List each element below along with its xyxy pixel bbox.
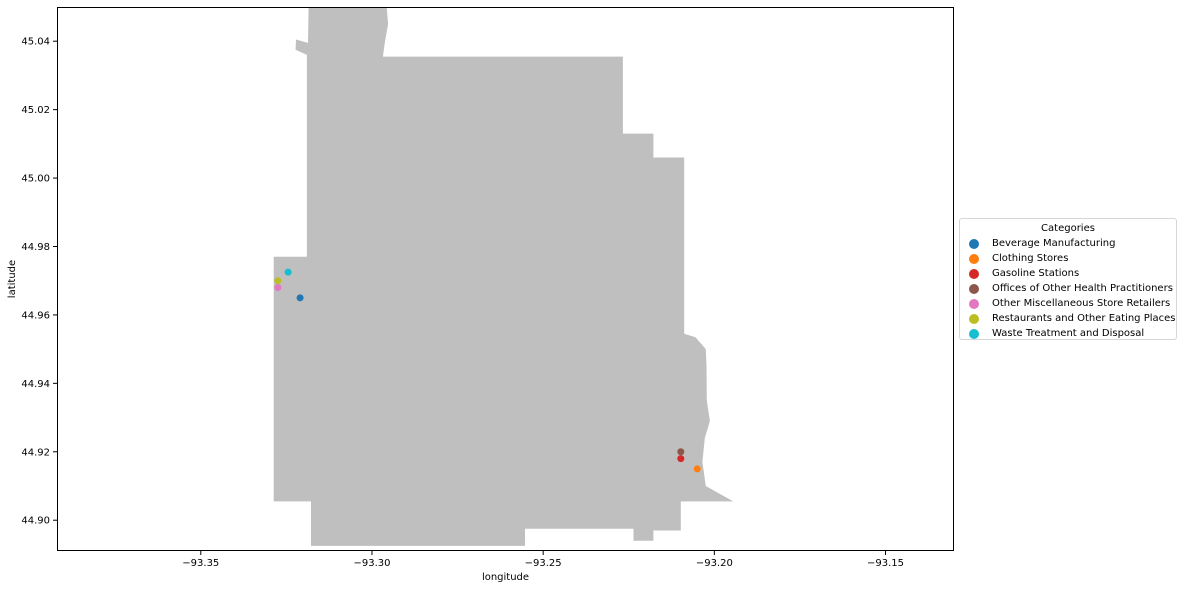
y-tick-label: 45.00 [21, 174, 50, 185]
x-tick-label: −93.30 [353, 558, 390, 569]
legend-items: Beverage Manufacturing Clothing Stores Gas… [960, 236, 1176, 341]
data-point [274, 284, 282, 292]
legend-marker-icon [969, 253, 979, 264]
legend-marker-icon [969, 268, 979, 279]
legend-entry: Gasoline Stations [969, 266, 1176, 281]
city-boundary-shape [273, 7, 734, 546]
city-boundary-layer [273, 7, 734, 546]
legend-label: Other Miscellaneous Store Retailers [992, 298, 1171, 309]
y-tick-label: 44.94 [21, 379, 50, 390]
legend-label: Waste Treatment and Disposal [992, 328, 1145, 339]
y-tick-label: 44.96 [21, 310, 50, 321]
legend-marker-icon [969, 298, 979, 309]
legend-label: Restaurants and Other Eating Places [992, 313, 1176, 324]
legend-entry: Restaurants and Other Eating Places [969, 311, 1176, 326]
business-points-layer [274, 268, 701, 473]
x-tick-label: −93.20 [696, 558, 733, 569]
data-point [677, 448, 685, 456]
legend-entry: Other Miscellaneous Store Retailers [969, 296, 1176, 311]
data-point [296, 294, 304, 302]
x-axis-label: longitude [482, 572, 529, 583]
legend-label: Gasoline Stations [992, 268, 1080, 279]
y-tick-label: 44.90 [21, 516, 50, 527]
x-tick-label: −93.25 [525, 558, 562, 569]
y-tick-label: 44.98 [21, 242, 50, 253]
data-point [274, 277, 282, 285]
x-tick-label: −93.35 [182, 558, 219, 569]
legend-entry: Offices of Other Health Practitioners [969, 281, 1176, 296]
y-axis-label: latitude [7, 260, 18, 298]
x-axis-ticks: −93.35 −93.30 −93.25 −93.20 −93.15 [182, 551, 904, 569]
legend-marker-icon [969, 238, 979, 249]
legend-label: Clothing Stores [992, 253, 1069, 264]
legend-title: Categories [1041, 223, 1095, 234]
legend-entry: Waste Treatment and Disposal [969, 326, 1176, 341]
legend-label: Offices of Other Health Practitioners [992, 283, 1173, 294]
y-tick-label: 44.92 [21, 447, 50, 458]
data-point [284, 268, 292, 276]
legend-marker-icon [969, 283, 979, 294]
y-tick-label: 45.02 [21, 105, 50, 116]
y-tick-label: 45.04 [21, 37, 50, 48]
x-tick-label: −93.15 [867, 558, 904, 569]
data-point [677, 455, 685, 463]
legend-label: Beverage Manufacturing [992, 238, 1116, 249]
legend-marker-icon [969, 328, 979, 339]
legend-entry: Clothing Stores [969, 251, 1176, 266]
y-axis-ticks: 44.90 44.92 44.94 44.96 44.98 45.00 45.02 45.04 [21, 37, 57, 527]
data-point [693, 465, 701, 473]
legend: Categories Beverage Manufacturing Clothin… [959, 218, 1177, 340]
legend-marker-icon [969, 313, 979, 324]
axes-frame [57, 7, 954, 551]
legend-entry: Beverage Manufacturing [969, 236, 1176, 251]
